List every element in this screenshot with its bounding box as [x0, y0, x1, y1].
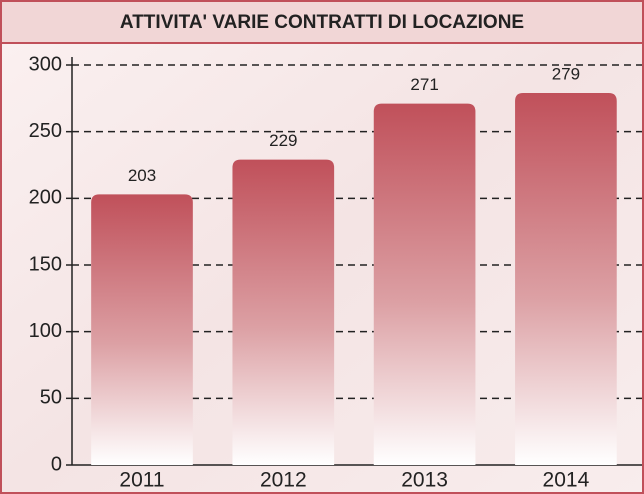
- data-label: 203: [128, 166, 156, 185]
- y-tick-label: 50: [40, 387, 62, 409]
- y-tick-label: 200: [29, 187, 62, 209]
- data-label: 229: [269, 131, 297, 150]
- x-tick-label: 2011: [119, 469, 164, 492]
- data-label: 279: [552, 64, 580, 83]
- y-tick-label: 0: [51, 453, 62, 475]
- x-tick-label: 2012: [260, 469, 307, 492]
- bar: [373, 103, 476, 466]
- x-tick-label: 2013: [401, 469, 448, 492]
- bar: [91, 194, 193, 466]
- y-tick-label: 100: [29, 320, 62, 342]
- y-tick-label: 250: [29, 120, 62, 142]
- chart-title: ATTIVITA' VARIE CONTRATTI DI LOCAZIONE: [120, 12, 524, 33]
- y-tick-label: 300: [29, 53, 62, 75]
- data-label: 271: [410, 75, 438, 94]
- title-band: [0, 0, 644, 44]
- bar: [515, 93, 617, 465]
- y-tick-label: 150: [29, 253, 62, 275]
- x-tick-label: 2014: [543, 469, 590, 492]
- bar: [232, 159, 335, 465]
